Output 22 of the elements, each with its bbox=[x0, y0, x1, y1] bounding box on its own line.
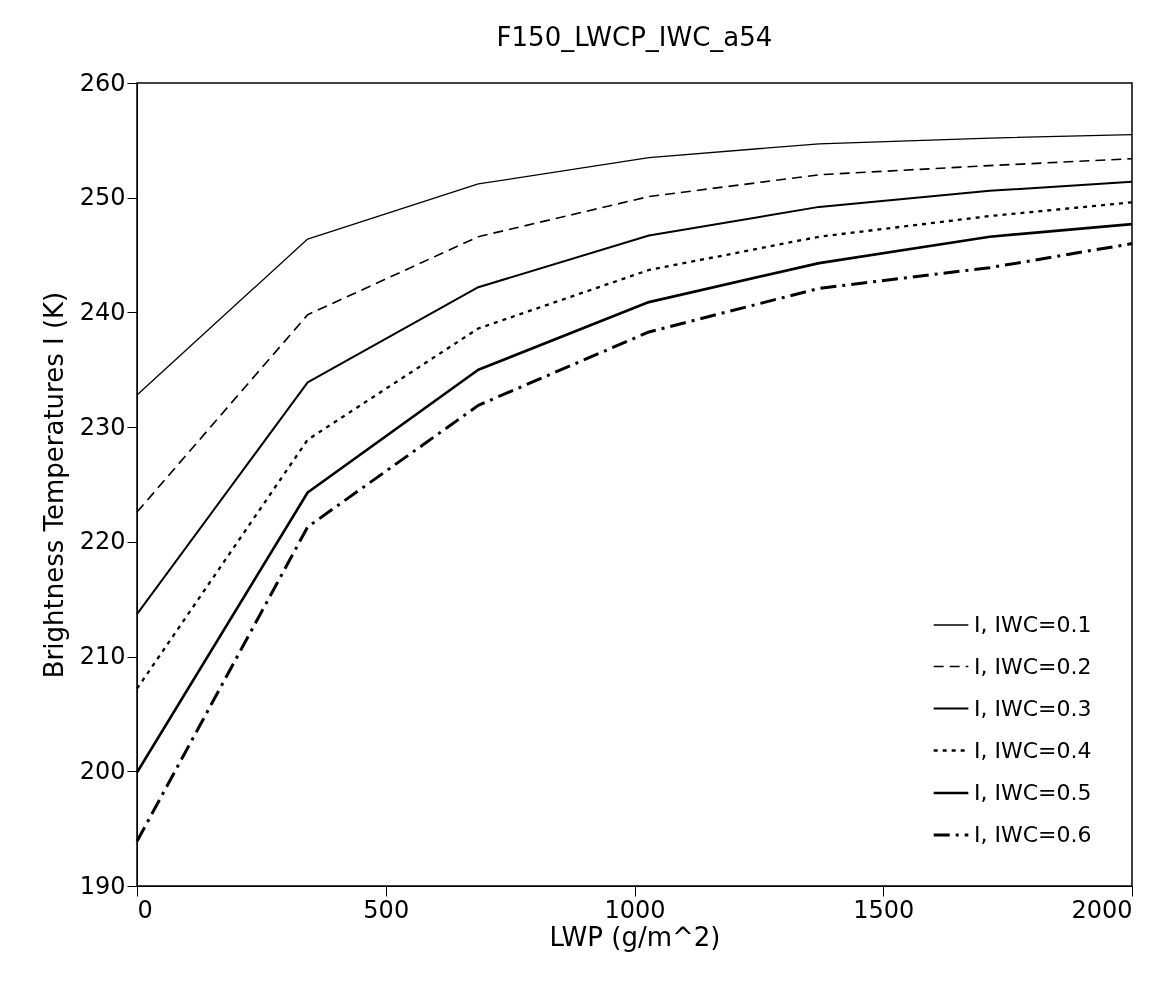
x-axis-title: LWP (g/m^2) bbox=[549, 921, 721, 952]
y-tick-label: 260 bbox=[79, 68, 126, 97]
legend-label: I, IWC=0.2 bbox=[974, 653, 1092, 679]
x-tick-label: 2000 bbox=[1071, 895, 1133, 924]
x-tick-label: 1500 bbox=[853, 895, 915, 924]
legend-label: I, IWC=0.1 bbox=[974, 612, 1092, 637]
chart-title: F150_LWCP_IWC_a54 bbox=[496, 22, 773, 52]
y-tick-label: 230 bbox=[79, 412, 126, 441]
y-tick-label: 200 bbox=[79, 756, 126, 785]
x-tick-label: 500 bbox=[363, 895, 410, 924]
y-tick-label: 250 bbox=[79, 183, 126, 212]
x-tick-label: 1000 bbox=[604, 895, 666, 924]
legend-label: I, IWC=0.3 bbox=[974, 695, 1092, 721]
legend-label: I, IWC=0.6 bbox=[974, 822, 1092, 847]
legend-label: I, IWC=0.5 bbox=[974, 780, 1092, 805]
y-axis-title: Brightness Temperatures I (K) bbox=[38, 291, 69, 679]
y-tick-label: 210 bbox=[79, 642, 126, 671]
y-tick-label: 240 bbox=[79, 297, 126, 326]
x-tick-label: 0 bbox=[137, 895, 153, 924]
legend-label: I, IWC=0.4 bbox=[974, 737, 1092, 763]
y-tick-label: 190 bbox=[79, 871, 126, 900]
y-tick-label: 220 bbox=[79, 527, 126, 556]
